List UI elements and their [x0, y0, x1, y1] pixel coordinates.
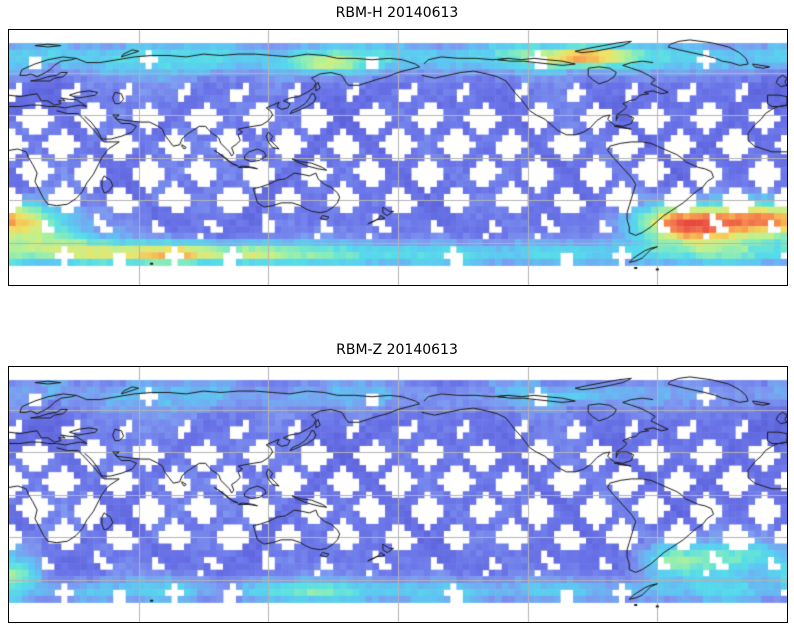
rbm-z-panel-title: RBM-Z 20140613: [336, 342, 458, 358]
rbm-h-map-panel: [8, 29, 788, 286]
rbm-z-map-canvas: [9, 367, 787, 622]
rbm-h-map-canvas: [9, 30, 787, 285]
rbm-h-panel-title: RBM-H 20140613: [335, 5, 459, 21]
rbm-z-map-panel: [8, 366, 788, 623]
